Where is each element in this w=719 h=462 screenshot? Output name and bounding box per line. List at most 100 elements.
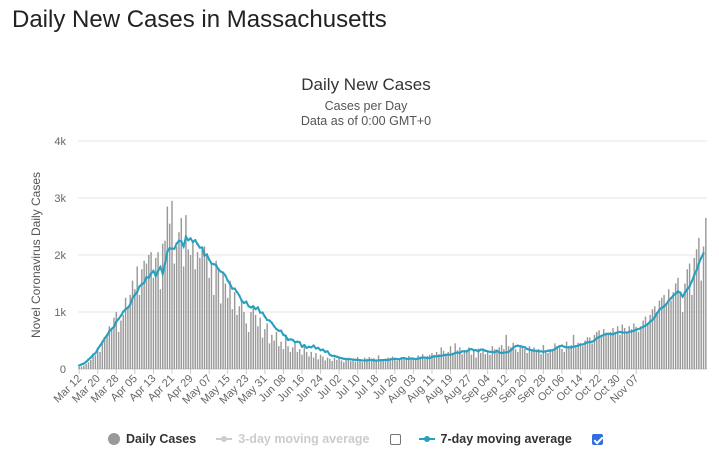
bar	[405, 359, 408, 369]
average-point	[217, 268, 220, 271]
bar	[271, 334, 273, 369]
y-axis-label: Novel Coronavirus Daily Cases	[29, 172, 43, 338]
average-point	[412, 357, 415, 360]
average-point	[254, 307, 257, 311]
average-point	[447, 353, 450, 356]
average-point	[523, 346, 526, 349]
average-point	[194, 238, 197, 242]
bar	[285, 334, 287, 369]
bar	[672, 292, 675, 369]
average-point	[407, 357, 410, 361]
bar	[247, 331, 250, 369]
bar	[394, 358, 396, 369]
average-point	[207, 258, 211, 261]
average-point	[481, 348, 485, 351]
bar	[115, 312, 118, 369]
average-point	[323, 350, 327, 354]
bar	[157, 252, 159, 369]
average-point	[196, 242, 199, 246]
average-point	[635, 328, 638, 331]
bar	[240, 300, 243, 369]
bar	[449, 346, 452, 369]
bar	[658, 300, 661, 369]
average-point	[479, 348, 482, 351]
average-point	[451, 352, 455, 356]
daily-cases-bars	[78, 200, 707, 369]
average-point	[358, 358, 362, 362]
bar	[614, 331, 617, 369]
bar	[220, 303, 222, 369]
bar	[359, 360, 361, 369]
bar	[586, 337, 589, 369]
legend-item-3-day-average[interactable]: 3-day moving average	[216, 432, 370, 446]
average-point	[400, 356, 403, 360]
average-point	[405, 357, 408, 360]
bar	[417, 355, 419, 369]
bar	[103, 337, 106, 369]
average-point	[551, 348, 554, 352]
average-point	[625, 331, 629, 334]
bar	[326, 357, 329, 369]
legend-item-7-day-average[interactable]: 7-day moving average	[418, 432, 572, 446]
average-point	[409, 357, 413, 360]
bar	[343, 362, 345, 369]
average-point	[375, 359, 378, 362]
average-point	[474, 348, 478, 352]
average-point	[166, 250, 169, 253]
average-point	[511, 346, 515, 350]
average-point	[145, 276, 148, 279]
legend-item-daily-cases[interactable]: Daily Cases	[108, 432, 196, 446]
bar	[368, 357, 371, 369]
average-point	[414, 357, 417, 361]
average-point	[138, 285, 141, 288]
average-point	[335, 355, 338, 358]
bar	[401, 357, 403, 369]
average-point	[505, 351, 508, 354]
bar	[331, 361, 333, 369]
bar	[203, 246, 206, 369]
bar	[558, 345, 561, 369]
y-tick-label: 1k	[54, 307, 66, 319]
chart-legend: Daily Cases 3-day moving average 7-day m…	[108, 430, 621, 448]
average-point	[182, 245, 185, 248]
bar	[301, 354, 303, 369]
bar	[129, 294, 131, 369]
average-point	[347, 358, 350, 361]
average-point	[679, 291, 682, 294]
bar	[238, 306, 241, 369]
avg7-visibility-checkbox[interactable]	[591, 433, 603, 445]
bar	[336, 359, 338, 369]
bar	[122, 314, 124, 369]
bar	[459, 347, 461, 369]
average-point	[676, 290, 680, 293]
bar	[373, 358, 375, 369]
bar	[148, 255, 150, 369]
average-point	[126, 306, 130, 309]
bar	[280, 341, 282, 369]
average-point	[284, 334, 287, 338]
average-point	[370, 358, 373, 362]
average-point	[500, 351, 503, 355]
average-point	[516, 344, 520, 347]
bar	[322, 356, 324, 369]
average-point	[279, 329, 283, 333]
average-point	[110, 327, 113, 331]
avg3-visibility-checkbox[interactable]	[389, 433, 401, 445]
average-point	[115, 320, 118, 323]
average-point	[393, 357, 397, 360]
average-point	[289, 338, 292, 341]
average-point	[648, 320, 652, 323]
average-point	[549, 349, 552, 352]
average-point	[101, 341, 104, 344]
average-point	[563, 345, 566, 348]
average-point	[667, 299, 670, 302]
chart-subtitle: Cases per Day	[325, 99, 408, 113]
average-point	[214, 264, 218, 267]
bar	[435, 351, 438, 369]
bar	[101, 340, 104, 369]
chart-title: Daily New Cases	[301, 75, 430, 94]
bar	[428, 354, 431, 369]
average-point	[310, 346, 313, 349]
bar	[354, 361, 357, 369]
bar	[584, 340, 586, 369]
